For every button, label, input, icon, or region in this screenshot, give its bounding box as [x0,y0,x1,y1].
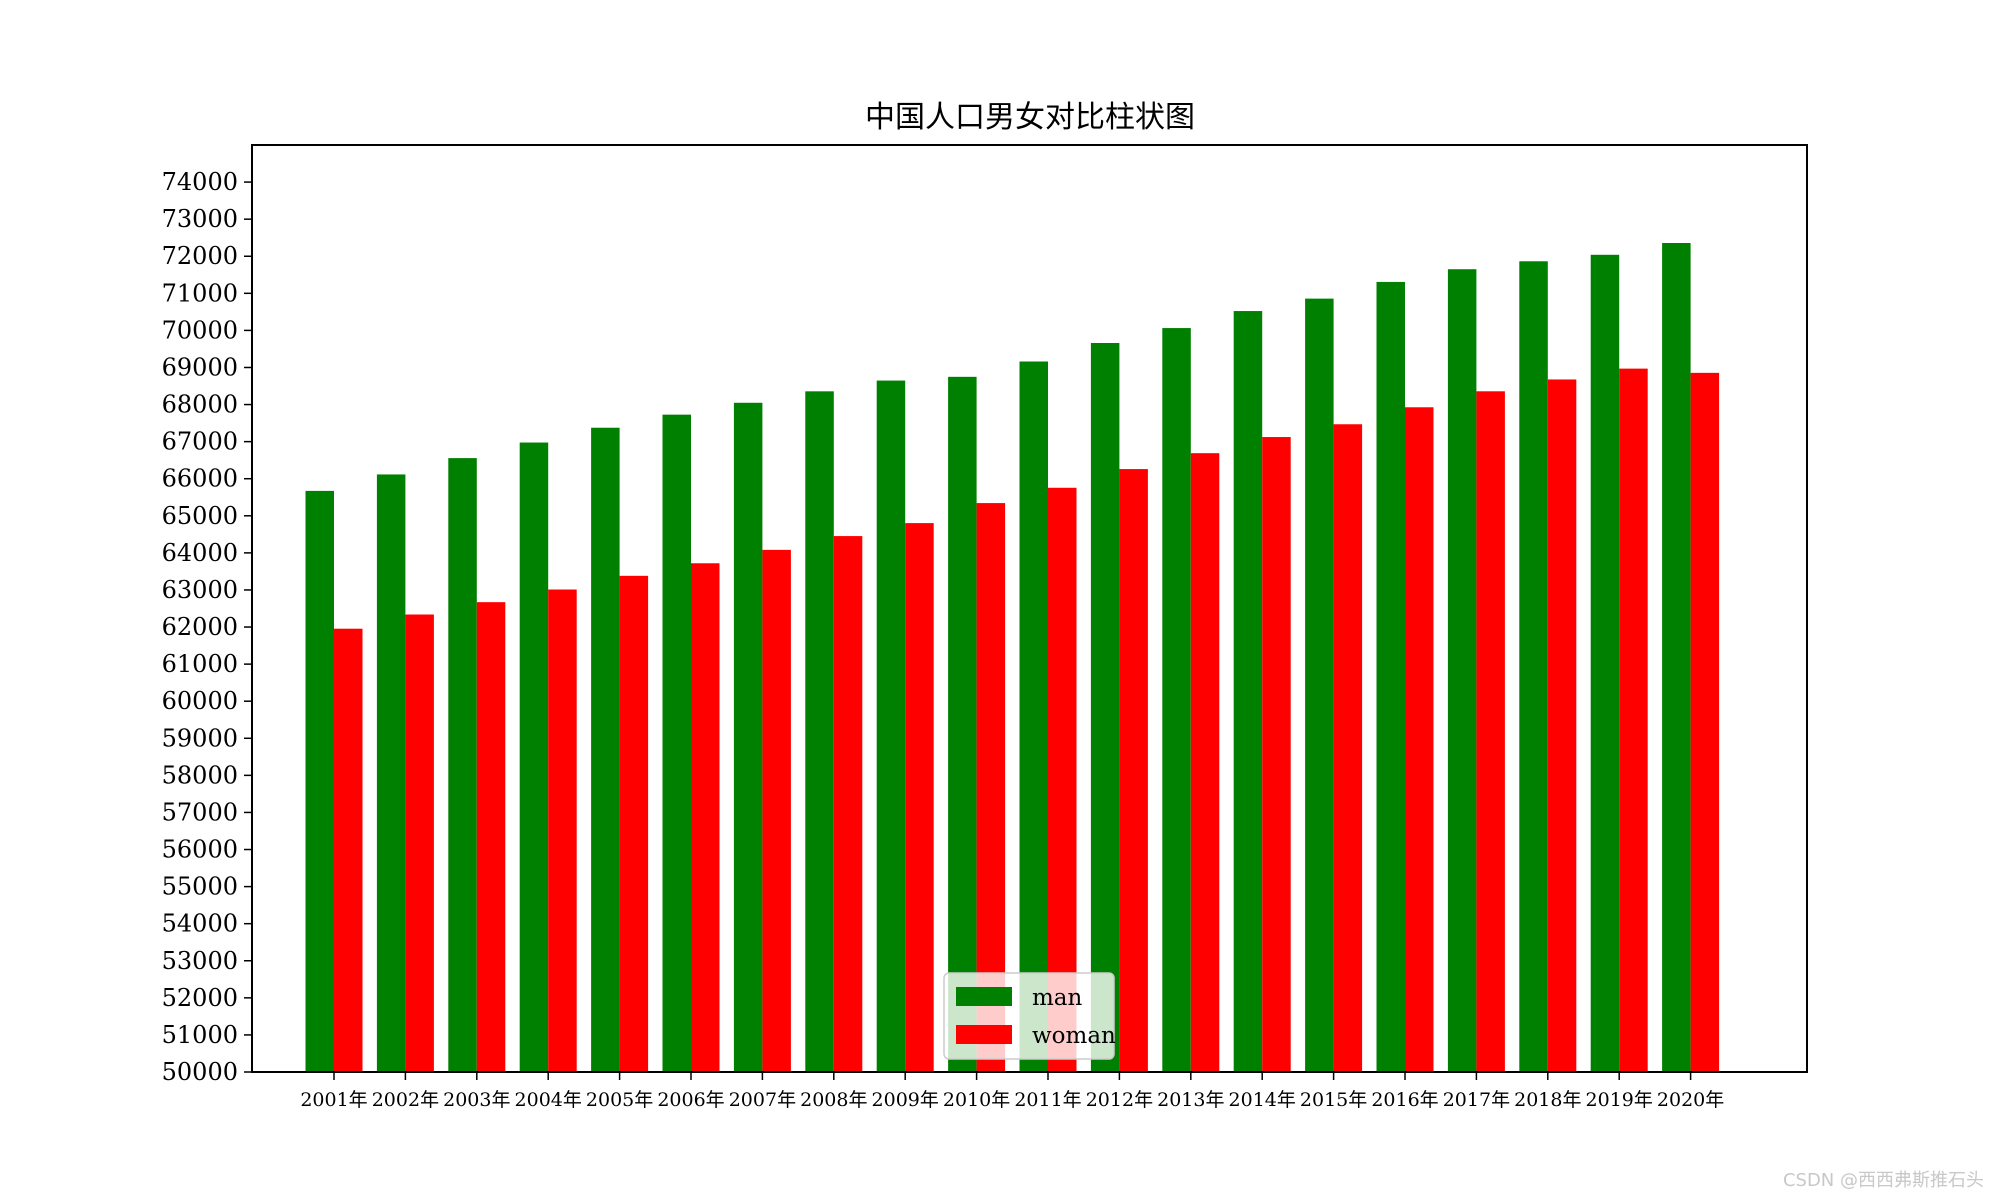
bar-man-2010年 [948,376,977,1072]
bar-man-2012年 [1090,343,1120,1072]
bar-woman-2008年 [833,536,863,1072]
y-tick-label: 60000 [162,687,238,715]
bar-woman-2014年 [1262,437,1291,1072]
bar-man-2008年 [805,391,834,1072]
bar-woman-2005年 [619,575,649,1072]
y-tick-label: 59000 [162,724,238,752]
y-tick-label: 71000 [162,279,238,307]
bar-woman-2003年 [476,602,506,1072]
x-tick-label: 2015年 [1300,1089,1367,1111]
watermark: CSDN @西西弗斯推石头 [1782,1170,1984,1191]
legend-swatch-man [956,987,1012,1006]
y-tick-label: 51000 [162,1021,238,1049]
bar-man-2014年 [1233,311,1263,1072]
x-tick-label: 2003年 [443,1089,510,1111]
bars-group [305,243,1720,1073]
bar-man-2001年 [305,490,334,1073]
y-tick-label: 52000 [162,984,238,1012]
y-tick-label: 55000 [162,873,238,901]
bar-woman-2002年 [405,614,434,1072]
bar-man-2020年 [1662,243,1691,1072]
bar-man-2007年 [733,402,763,1072]
x-tick-label: 2018年 [1514,1089,1581,1111]
bar-woman-2015年 [1333,424,1363,1072]
x-tick-label: 2006年 [657,1089,724,1111]
x-tick-label: 2017年 [1443,1089,1510,1111]
bar-man-2019年 [1590,254,1620,1072]
y-tick-label: 66000 [162,465,238,493]
y-tick-label: 68000 [162,391,238,419]
bar-woman-2009年 [905,523,934,1072]
bar-man-2004年 [519,442,549,1072]
x-tick-label: 2004年 [515,1089,582,1111]
x-tick-label: 2007年 [729,1089,796,1111]
bar-woman-2020年 [1690,372,1720,1073]
bar-woman-2006年 [691,563,720,1072]
bar-man-2016年 [1376,281,1405,1073]
y-tick-label: 65000 [162,502,238,530]
bar-man-2017年 [1447,269,1477,1072]
x-tick-label: 2011年 [1014,1089,1081,1111]
bar-man-2006年 [662,414,691,1072]
x-tick-label: 2002年 [372,1089,439,1111]
bar-woman-2007年 [762,549,791,1072]
y-tick-label: 74000 [162,168,238,196]
y-tick-label: 63000 [162,576,238,604]
bar-man-2015年 [1305,298,1334,1072]
bar-woman-2018年 [1547,379,1577,1072]
x-tick-label: 2008年 [800,1089,867,1111]
bar-woman-2001年 [334,628,363,1072]
y-tick-label: 70000 [162,316,238,344]
bar-woman-2012年 [1119,469,1148,1072]
x-tick-label: 2013年 [1157,1089,1224,1111]
legend-label-man: man [1032,985,1083,1011]
y-tick-label: 56000 [162,836,238,864]
x-tick-label: 2010年 [943,1089,1010,1111]
legend-swatch-woman [956,1025,1012,1044]
x-tick-label: 2012年 [1086,1089,1153,1111]
bar-man-2005年 [591,427,620,1072]
y-tick-label: 64000 [162,539,238,567]
bar-woman-2019年 [1619,368,1648,1072]
y-tick-label: 69000 [162,353,238,381]
y-tick-label: 54000 [162,910,238,938]
x-tick-label: 2009年 [872,1089,939,1111]
x-tick-label: 2001年 [300,1089,367,1111]
y-tick-label: 58000 [162,761,238,789]
legend: man woman [943,972,1116,1060]
bar-woman-2013年 [1190,453,1220,1072]
y-tick-label: 57000 [162,798,238,826]
x-tick-label: 2005年 [586,1089,653,1111]
y-tick-label: 50000 [162,1058,238,1086]
y-tick-label: 72000 [162,242,238,270]
y-tick-label: 73000 [162,205,238,233]
x-tick-label: 2014年 [1229,1089,1296,1111]
y-tick-label: 61000 [162,650,238,678]
bar-man-2011年 [1019,361,1048,1072]
y-axis: 50000 51000 52000 53000 54000 55000 56000 57000… [162,168,252,1086]
bar-woman-2017年 [1476,391,1505,1072]
chart-title: 中国人口男女对比柱状图 [865,100,1195,135]
bar-man-2018年 [1519,261,1548,1073]
bar-man-2003年 [448,458,477,1072]
bar-woman-2004年 [548,589,577,1072]
x-axis: 2001年 2002年 2003年 2004年 2005年 2006年 2007年 2008年… [300,1072,1724,1111]
bar-man-2013年 [1162,328,1191,1072]
plot-frame [251,144,1808,1073]
y-tick-label: 53000 [162,947,238,975]
bar-man-2002年 [376,474,406,1072]
x-tick-label: 2020年 [1657,1089,1724,1111]
legend-label-woman: woman [1032,1023,1116,1049]
x-tick-label: 2019年 [1586,1089,1653,1111]
x-tick-label: 2016年 [1371,1089,1438,1111]
bar-man-2009年 [876,380,906,1073]
y-tick-label: 67000 [162,428,238,456]
bar-woman-2016年 [1405,407,1434,1072]
y-tick-label: 62000 [162,613,238,641]
